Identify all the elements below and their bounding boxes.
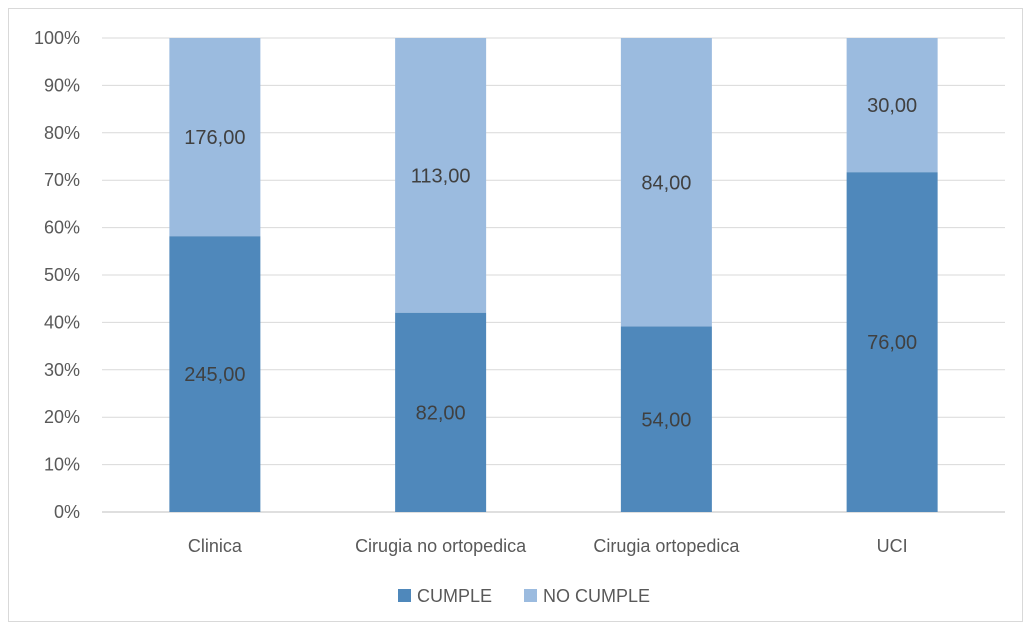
y-tick-label: 30% xyxy=(44,360,80,380)
y-tick-label: 50% xyxy=(44,265,80,285)
data-label: 30,00 xyxy=(867,95,917,117)
y-tick-label: 20% xyxy=(44,407,80,427)
y-tick-label: 10% xyxy=(44,455,80,475)
x-axis-categories: Clinica Cirugia no ortopedica Cirugia orto… xyxy=(188,536,908,556)
y-tick-label: 90% xyxy=(44,75,80,95)
y-tick-label: 80% xyxy=(44,123,80,143)
bar-segment-no-cumple xyxy=(169,38,261,237)
data-label: 176,00 xyxy=(184,127,245,149)
bar-segment-no-cumple xyxy=(395,38,487,313)
x-category-label: Cirugia ortopedica xyxy=(593,536,740,556)
legend-label: CUMPLE xyxy=(417,586,492,606)
legend-swatch xyxy=(524,589,537,602)
data-label: 245,00 xyxy=(184,364,245,386)
bar-segment-no-cumple xyxy=(846,38,938,173)
legend: CUMPLE NO CUMPLE xyxy=(398,586,650,606)
y-axis-ticks: 0% 10% 20% 30% 40% 50% 60% 70% 80% 90% 100% xyxy=(34,28,80,522)
legend-swatch xyxy=(398,589,411,602)
data-label: 54,00 xyxy=(641,409,691,431)
data-label: 84,00 xyxy=(641,172,691,194)
y-tick-label: 0% xyxy=(54,502,80,522)
bar-segment-cumple xyxy=(395,312,487,512)
data-labels: 245,00 176,00 82,00 113,00 54,00 84,00 76,00 30… xyxy=(184,95,917,431)
x-category-label: Clinica xyxy=(188,536,243,556)
bar-segment-cumple xyxy=(846,172,938,512)
y-tick-label: 60% xyxy=(44,218,80,238)
bar-segment-cumple xyxy=(169,236,261,512)
y-tick-label: 40% xyxy=(44,312,80,332)
data-label: 76,00 xyxy=(867,332,917,354)
y-tick-label: 70% xyxy=(44,170,80,190)
y-tick-label: 100% xyxy=(34,28,80,48)
data-label: 82,00 xyxy=(416,402,466,424)
bar-segment-cumple xyxy=(620,326,712,512)
x-category-label: UCI xyxy=(877,536,908,556)
data-label: 113,00 xyxy=(411,165,471,187)
x-category-label: Cirugia no ortopedica xyxy=(355,536,527,556)
legend-label: NO CUMPLE xyxy=(543,586,650,606)
bars xyxy=(169,38,938,512)
bar-segment-no-cumple xyxy=(620,38,712,327)
